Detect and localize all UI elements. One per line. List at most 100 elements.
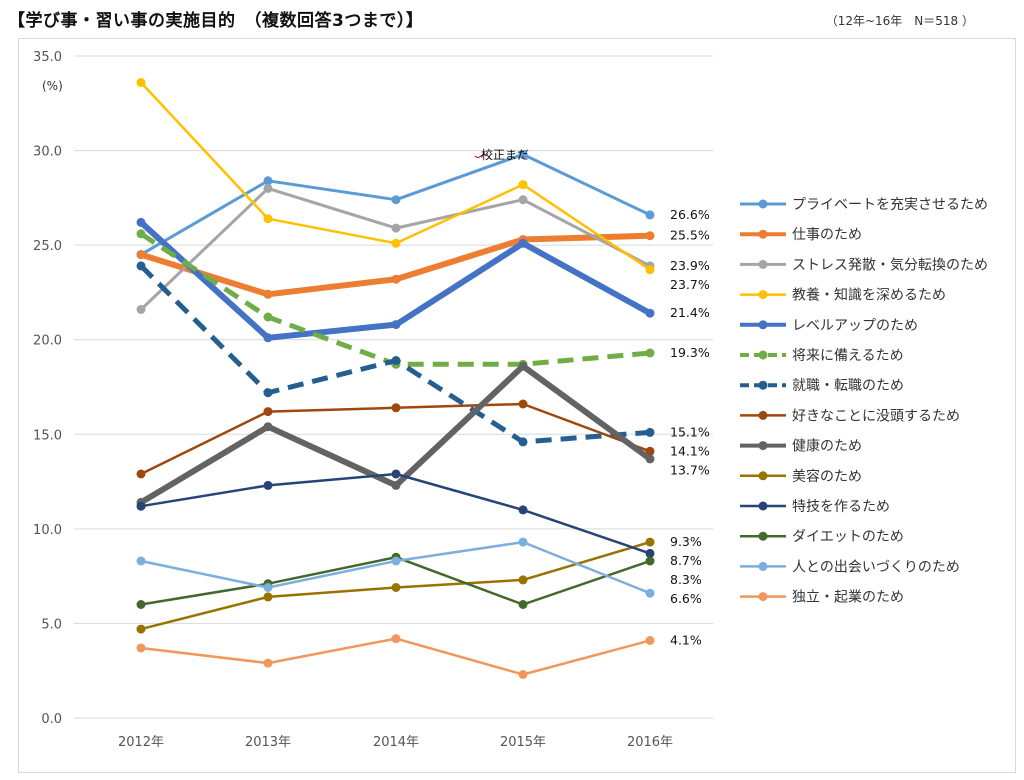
data-point — [518, 505, 528, 515]
series-8 — [136, 399, 655, 479]
legend-swatch-marker — [758, 441, 768, 451]
data-point — [136, 229, 146, 239]
data-point — [391, 583, 401, 592]
legend-label: 健康のため — [792, 438, 862, 455]
x-tick-label: 2016年 — [627, 735, 673, 750]
legend-label: ダイエットのため — [792, 529, 904, 545]
legend-item: 健康のため — [740, 438, 862, 455]
data-point — [136, 78, 146, 87]
data-point — [263, 176, 273, 186]
data-point — [645, 348, 655, 358]
data-point — [518, 437, 528, 447]
data-point — [136, 250, 146, 260]
data-point — [645, 537, 655, 547]
data-point — [645, 265, 655, 275]
squiggle-mark — [474, 154, 488, 158]
legend-item: 好きなことに没頭するため — [740, 408, 960, 424]
legend-label: 将来に備えるため — [792, 348, 904, 364]
legend-swatch-marker — [758, 290, 768, 300]
data-point — [391, 238, 401, 248]
data-point — [645, 308, 655, 318]
end-value-label: 21.4% — [670, 305, 710, 320]
data-point — [518, 361, 528, 371]
data-point — [391, 356, 401, 365]
x-tick-label: 2014年 — [373, 735, 419, 750]
series-4 — [136, 78, 655, 275]
end-value-label: 6.6% — [670, 591, 702, 606]
data-point — [136, 469, 146, 479]
legend-label: プライベートを充実させるため — [792, 197, 988, 213]
legend-swatch-marker — [758, 229, 768, 239]
data-point — [136, 643, 146, 653]
legend-label: 就職・転職のため — [792, 378, 904, 394]
data-point — [645, 454, 655, 464]
data-point — [518, 670, 528, 679]
y-axis-ticks: 0.0 5.0 10.0 15.0 20.0 25.0 30.0 35.0 — [33, 50, 62, 727]
data-point — [518, 575, 528, 585]
legend-swatch-marker — [758, 380, 768, 390]
legend-swatch-marker — [758, 471, 768, 481]
legend-item: 美容のため — [740, 468, 862, 485]
data-point — [391, 223, 401, 233]
end-value-label: 15.1% — [670, 424, 710, 439]
legend-item: 将来に備えるため — [740, 348, 904, 364]
legend-label: 美容のため — [792, 468, 862, 485]
series-5 — [136, 217, 655, 343]
proofread-annotation: 校正まだ — [474, 147, 529, 162]
data-point — [263, 422, 273, 432]
legend-item: ダイエットのため — [740, 529, 904, 545]
legend-label: 仕事のため — [792, 227, 862, 243]
line-chart: 0.0 5.0 10.0 15.0 20.0 25.0 30.0 35.0 (%) 2012年… — [18, 38, 1016, 773]
data-point — [263, 388, 273, 398]
data-point — [645, 427, 655, 437]
series-13 — [136, 537, 655, 598]
data-point — [518, 238, 528, 248]
data-point — [391, 556, 401, 566]
data-point — [518, 149, 528, 159]
data-point — [645, 210, 655, 220]
data-point — [263, 312, 273, 322]
y-tick-label: 5.0 — [41, 617, 62, 632]
annotation-text: 校正まだ — [481, 147, 529, 162]
data-point — [518, 399, 528, 409]
end-value-label: 25.5% — [670, 228, 710, 243]
data-point — [136, 261, 146, 271]
legend-swatch-marker — [758, 501, 768, 511]
legend-item: 仕事のため — [740, 227, 862, 243]
data-point — [518, 600, 528, 609]
legend-swatch-marker — [758, 531, 768, 541]
legend-label: 特技を作るため — [792, 499, 890, 515]
x-tick-label: 2012年 — [118, 735, 164, 750]
data-point — [645, 588, 655, 598]
data-point — [518, 537, 528, 547]
end-value-label: 4.1% — [670, 633, 702, 648]
legend-label: 教養・知識を深めるため — [792, 287, 946, 304]
y-tick-label: 0.0 — [41, 712, 62, 727]
data-point — [263, 214, 273, 224]
end-value-label: 13.7% — [670, 462, 710, 477]
series-14 — [136, 634, 655, 679]
legend-label: 好きなことに没頭するため — [792, 408, 960, 424]
end-value-label: 23.7% — [670, 277, 710, 292]
series-7 — [136, 261, 655, 447]
data-point — [391, 480, 401, 490]
y-tick-label: 20.0 — [33, 334, 62, 349]
data-point — [263, 407, 273, 417]
legend: プライベートを充実させるため仕事のためストレス発散・気分転換のため教養・知識を深… — [740, 197, 988, 606]
end-value-label: 8.7% — [670, 553, 702, 568]
y-tick-label: 30.0 — [33, 145, 62, 160]
data-point — [645, 556, 655, 566]
data-point — [136, 624, 146, 634]
data-point — [391, 469, 401, 479]
legend-item: 独立・起業のため — [740, 590, 904, 606]
data-point — [136, 556, 146, 566]
data-point — [645, 636, 655, 645]
legend-label: レベルアップのため — [792, 318, 918, 334]
legend-item: 特技を作るため — [740, 499, 890, 515]
legend-item: 就職・転職のため — [740, 378, 904, 394]
data-point — [645, 231, 655, 241]
y-tick-label: 10.0 — [33, 523, 62, 538]
y-tick-label: 25.0 — [33, 239, 62, 254]
end-value-label: 9.3% — [670, 534, 702, 549]
data-point — [391, 274, 401, 284]
